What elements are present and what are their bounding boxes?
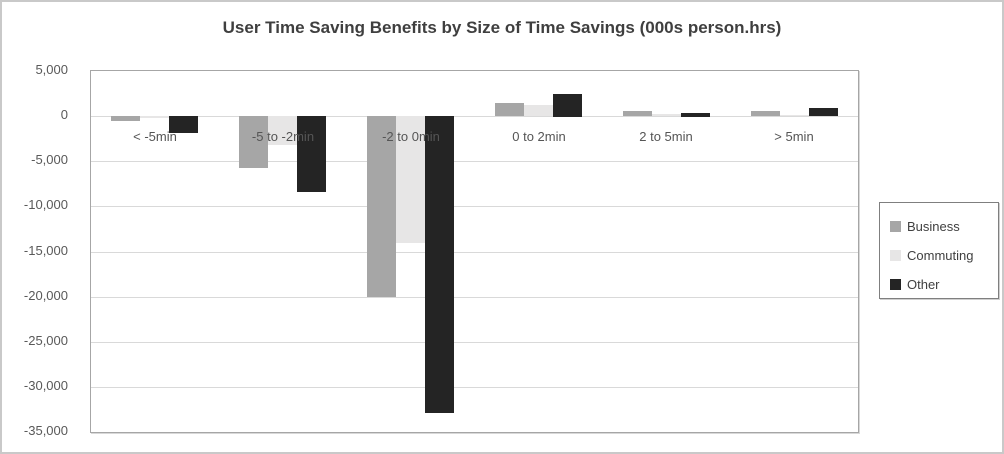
y-axis-tick-label: -5,000 bbox=[31, 152, 68, 167]
bar-other-2 bbox=[425, 116, 454, 413]
legend-item-other: Other bbox=[890, 270, 994, 299]
y-axis-tick-label: -15,000 bbox=[23, 243, 68, 258]
gridline bbox=[91, 252, 858, 253]
gridline bbox=[91, 206, 858, 207]
y-axis-tick-label: 0 bbox=[60, 107, 68, 122]
gridline bbox=[91, 342, 858, 343]
bar-other-4 bbox=[681, 113, 710, 117]
plot-area: < -5min -5 to -2min -2 to 0min 0 to 2min 2 t… bbox=[90, 70, 859, 433]
bar-business-3 bbox=[495, 103, 524, 116]
legend-item-business: Business bbox=[890, 212, 994, 241]
chart-title: User Time Saving Benefits by Size of Tim… bbox=[222, 18, 782, 37]
legend-swatch-icon bbox=[890, 221, 901, 232]
bar-commuting-4 bbox=[652, 114, 681, 116]
bar-commuting-3 bbox=[524, 105, 553, 116]
gridline bbox=[91, 297, 858, 298]
legend: Business Commuting Other bbox=[879, 202, 999, 299]
gridline bbox=[91, 161, 858, 162]
y-axis-tick-label: -25,000 bbox=[23, 333, 68, 348]
x-category-label: > 5min bbox=[774, 129, 814, 144]
bar-other-1 bbox=[297, 116, 326, 192]
gridline bbox=[91, 387, 858, 388]
bar-business-1 bbox=[239, 116, 268, 168]
bar-commuting-1 bbox=[268, 116, 297, 145]
bar-business-5 bbox=[751, 111, 780, 116]
x-category-label: -2 to 0min bbox=[382, 129, 440, 144]
x-category-label: -5 to -2min bbox=[251, 129, 315, 144]
bar-business-4 bbox=[623, 111, 652, 116]
legend-swatch-icon bbox=[890, 279, 901, 290]
x-category-label: < -5min bbox=[133, 129, 177, 144]
gridline bbox=[91, 116, 858, 117]
legend-swatch-icon bbox=[890, 250, 901, 261]
legend-label: Other bbox=[907, 277, 940, 292]
bar-business-0 bbox=[111, 116, 140, 121]
bar-business-2 bbox=[367, 116, 396, 297]
x-category-label: 0 to 2min bbox=[512, 129, 566, 144]
y-axis-tick-label: 5,000 bbox=[35, 62, 68, 77]
legend-label: Business bbox=[907, 219, 960, 234]
bar-other-3 bbox=[553, 94, 582, 117]
bar-commuting-2 bbox=[396, 116, 425, 243]
bar-other-0 bbox=[169, 116, 198, 133]
bar-other-5 bbox=[809, 108, 838, 116]
y-axis-tick-label: -20,000 bbox=[23, 288, 68, 303]
bar-commuting-5 bbox=[780, 115, 809, 116]
legend-label: Commuting bbox=[907, 248, 974, 263]
y-axis-tick-label: -10,000 bbox=[23, 197, 68, 212]
y-axis-tick-label: -30,000 bbox=[23, 378, 68, 393]
x-category-label: 2 to 5min bbox=[639, 129, 693, 144]
legend-item-commuting: Commuting bbox=[890, 241, 994, 270]
bar-commuting-0 bbox=[140, 116, 169, 118]
y-axis-tick-label: -35,000 bbox=[23, 423, 68, 438]
